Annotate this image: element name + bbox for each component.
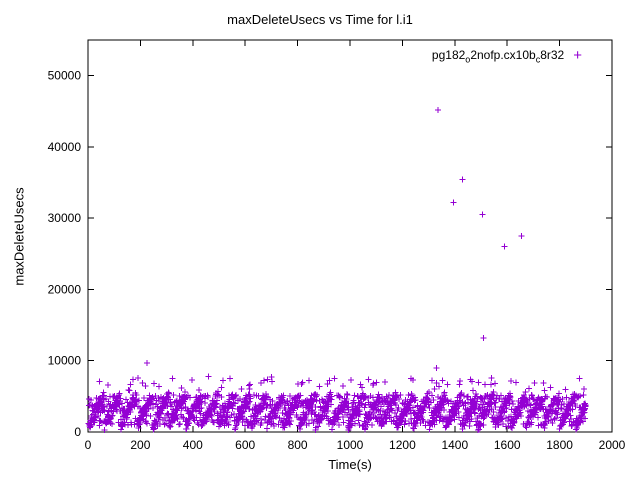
x-tick-label: 0 xyxy=(85,438,92,452)
y-tick-label: 10000 xyxy=(48,354,82,368)
x-axis-label: Time(s) xyxy=(328,457,372,472)
x-tick-label: 1400 xyxy=(441,438,468,452)
x-tick-label: 600 xyxy=(235,438,255,452)
legend: pg182o2nofp.cx10bc8r32 + xyxy=(432,48,582,64)
legend-marker-icon: + xyxy=(573,47,582,65)
y-tick-label: 20000 xyxy=(48,282,82,296)
x-tick-label: 800 xyxy=(288,438,308,452)
scatter-points xyxy=(85,107,589,433)
y-tick-label: 50000 xyxy=(48,69,82,83)
x-tick-label: 1200 xyxy=(389,438,416,452)
plot-border xyxy=(87,39,613,433)
y-tick-label: 40000 xyxy=(48,140,82,154)
legend-label: pg182o2nofp.cx10bc8r32 xyxy=(431,48,565,65)
chart-title: maxDeleteUsecs vs Time for l.i1 xyxy=(227,12,413,27)
x-tick-label: 1600 xyxy=(494,438,521,452)
x-tick-label: 200 xyxy=(130,438,150,452)
x-tick-label: 1800 xyxy=(546,438,573,452)
x-tick-label: 2000 xyxy=(599,438,626,452)
y-tick-label: 30000 xyxy=(48,211,82,225)
axis-ticks xyxy=(87,40,613,433)
y-tick-label: 0 xyxy=(74,425,81,439)
x-tick-label: 1000 xyxy=(337,438,364,452)
x-tick-label: 400 xyxy=(183,438,203,452)
